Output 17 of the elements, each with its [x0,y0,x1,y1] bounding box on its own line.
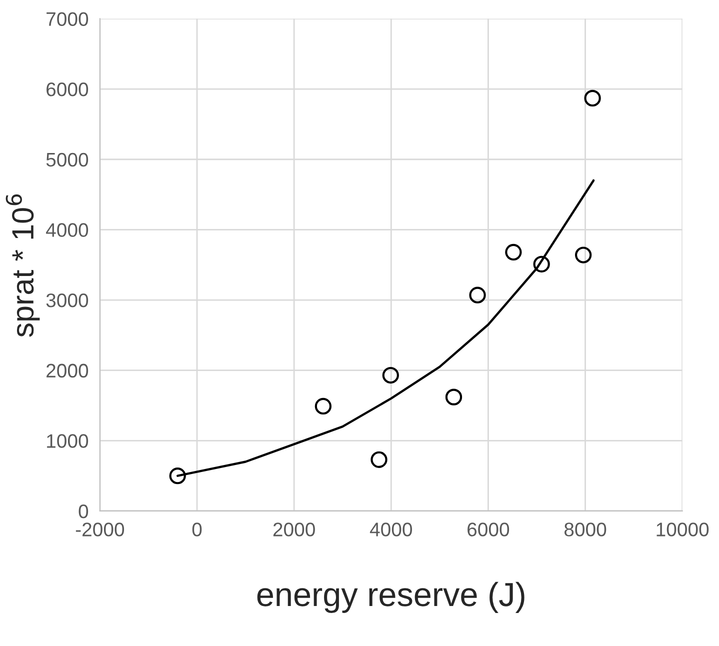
y-tick-label: 6000 [46,82,88,96]
x-tick-label: 4000 [370,522,412,536]
x-axis-title: energy reserve (J) [257,582,524,613]
y-tick-label: 7000 [46,12,88,26]
y-tick-label: 0 [78,504,88,518]
y-tick-label: 4000 [46,223,88,237]
y-axis-title: sprat * 10$^{6}$ [6,194,40,337]
y-tick-label: 2000 [46,364,88,378]
y-tick-label: 1000 [47,434,88,448]
x-tick-label: 0 [192,522,202,536]
y-tick-label: 3000 [46,293,88,308]
y-tick-label: 5000 [46,152,88,167]
x-tick-label: 2000 [273,522,315,536]
x-tick-label: -2000 [76,522,124,536]
x-tick-label: 10000 [656,522,709,536]
x-tick-label: 6000 [468,522,510,536]
x-tick-label: 8000 [564,522,606,536]
